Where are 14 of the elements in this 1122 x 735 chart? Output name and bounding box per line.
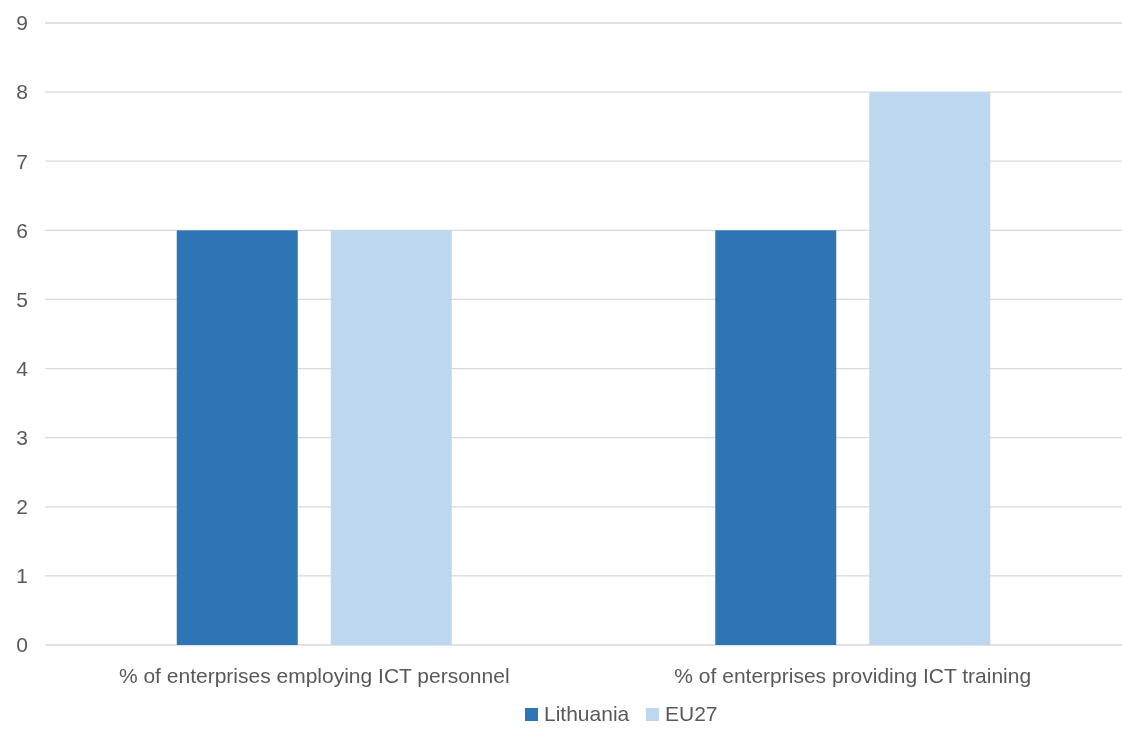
- y-tick-label: 7: [16, 149, 28, 173]
- legend-label: EU27: [665, 702, 718, 725]
- y-tick-label: 9: [16, 11, 28, 35]
- y-tick-label: 4: [16, 356, 29, 380]
- y-tick-label: 6: [16, 218, 28, 242]
- y-tick-label: 8: [16, 80, 28, 104]
- y-tick-label: 0: [16, 633, 28, 657]
- y-tick-label: 5: [16, 287, 28, 311]
- x-tick-label: % of enterprises providing ICT training: [674, 664, 1032, 687]
- legend-label: Lithuania: [544, 702, 630, 725]
- y-tick-label: 3: [16, 426, 28, 450]
- y-tick-label: 1: [16, 564, 28, 588]
- y-tick-label: 2: [16, 495, 28, 519]
- x-tick-label: % of enterprises employing ICT personnel: [118, 664, 510, 687]
